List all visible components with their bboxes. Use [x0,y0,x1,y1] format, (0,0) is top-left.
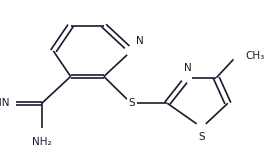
Text: S: S [199,132,205,142]
Text: N: N [184,63,191,73]
Text: HN: HN [0,98,9,108]
Text: NH₂: NH₂ [32,137,52,147]
Text: N: N [136,36,144,46]
Text: CH₃: CH₃ [245,51,264,61]
Text: S: S [128,98,135,108]
